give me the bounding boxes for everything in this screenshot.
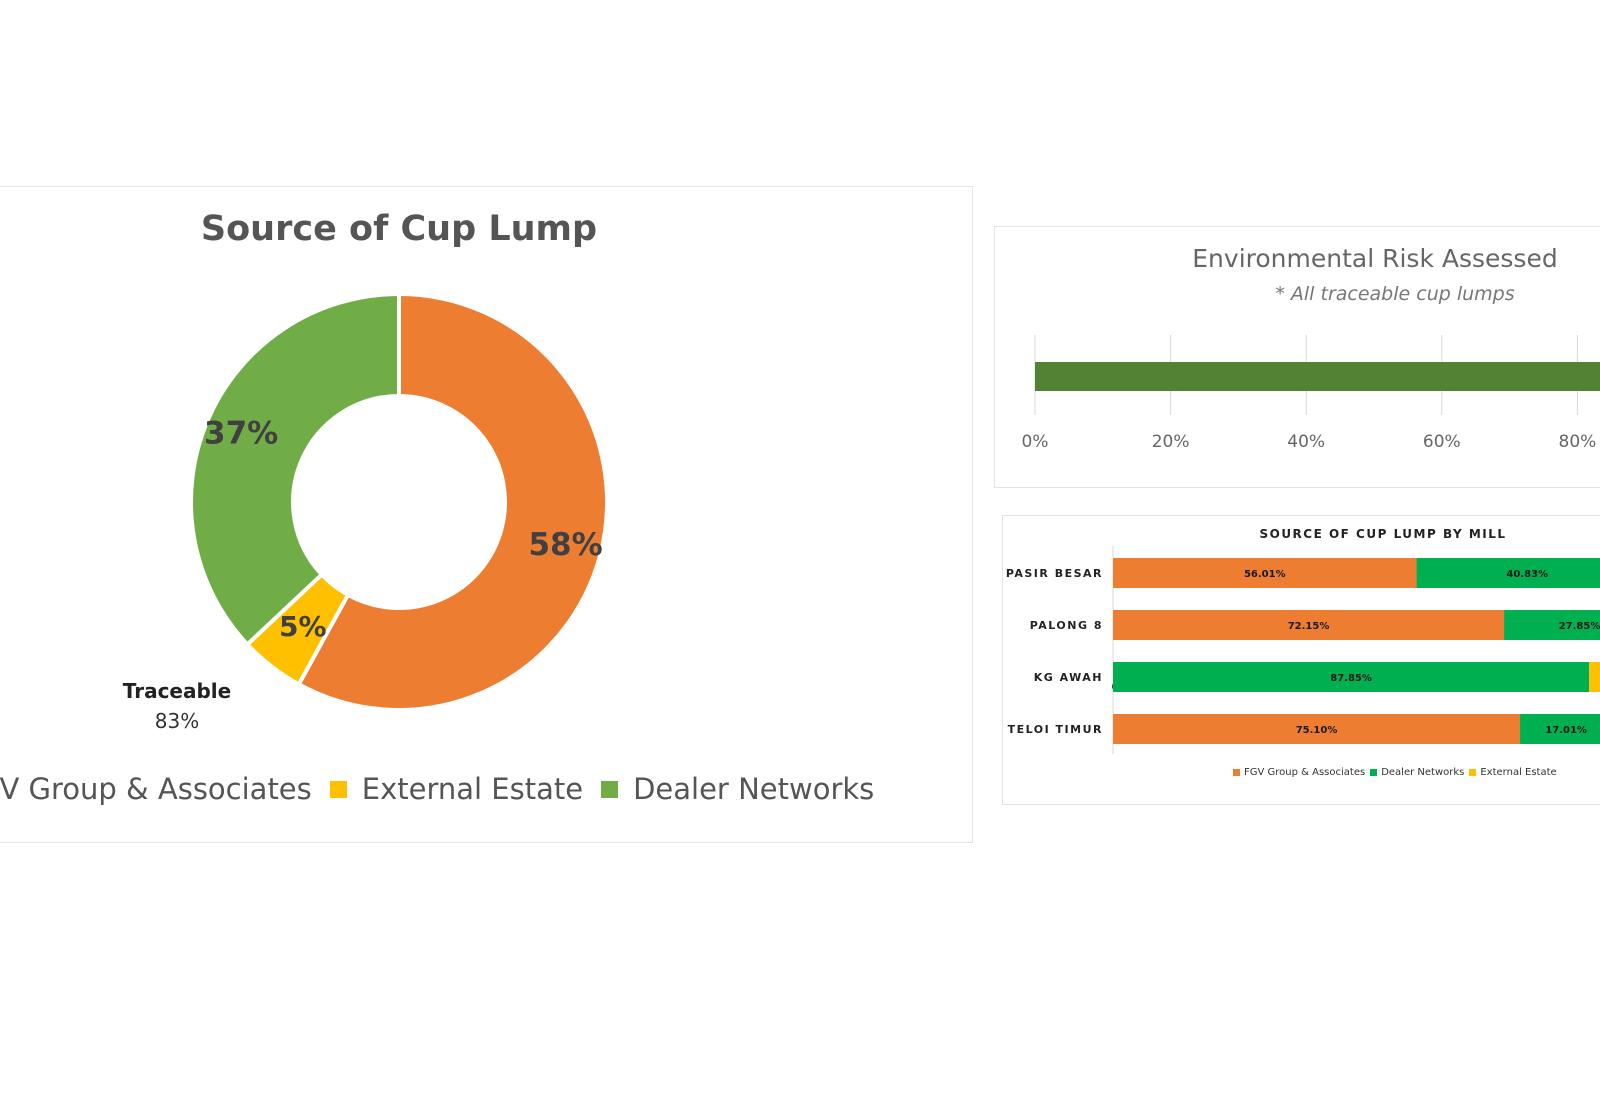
donut-chart-title: Source of Cup Lump bbox=[200, 209, 598, 249]
mill-legend-swatch-fgv bbox=[1233, 769, 1240, 776]
mill-bar-segment-external bbox=[1589, 662, 1600, 692]
mill-data-label-dealer: 17.01% bbox=[1545, 725, 1587, 736]
risk-chart-panel: Environmental Risk Assessed * All tracea… bbox=[994, 226, 1600, 488]
donut-slice-dealer-networks bbox=[189, 291, 401, 648]
donut-chart-panel: Source of Cup Lump 58% 5% 37% Traceable 83… bbox=[0, 186, 973, 843]
mill-bar-segment-fgv bbox=[1113, 714, 1521, 744]
risk-chart-subtitle: * All traceable cup lumps bbox=[1275, 283, 1515, 305]
donut-label-external-estate: 5% bbox=[279, 610, 327, 643]
mill-legend-item-dealer: Dealer Networks bbox=[1370, 767, 1464, 778]
donut-label-fgv: 58% bbox=[528, 527, 602, 563]
mill-data-label-fgv: 75.10% bbox=[1296, 725, 1338, 736]
mill-data-label-dealer: 87.85% bbox=[1330, 673, 1372, 684]
mill-chart-panel: SOURCE OF CUP LUMP BY MILL PASIR BESAR 56… bbox=[1002, 515, 1600, 805]
donut-chart: 58% 5% 37% bbox=[189, 291, 609, 712]
traceable-label: Traceable bbox=[122, 679, 232, 703]
traceable-value: 83% bbox=[154, 709, 200, 733]
risk-tick-label: 40% bbox=[1287, 432, 1325, 452]
risk-bar bbox=[1035, 362, 1600, 391]
mill-legend: FGV Group & Associates Dealer Networks E… bbox=[1233, 767, 1562, 778]
mill-bar-segment-dealer bbox=[1113, 662, 1590, 692]
mill-data-label-dealer: 40.83% bbox=[1506, 569, 1548, 580]
mill-legend-item-external: External Estate bbox=[1469, 767, 1557, 778]
mill-bar-segment-fgv bbox=[1113, 558, 1417, 588]
mill-legend-label-dealer: Dealer Networks bbox=[1381, 767, 1465, 778]
mill-legend-swatch-external bbox=[1469, 769, 1477, 776]
mill-bar-segment-dealer bbox=[1416, 558, 1600, 588]
mill-legend-swatch-dealer bbox=[1370, 769, 1378, 776]
legend-item-fgv: GV Group & Associates bbox=[0, 772, 312, 806]
mill-bar-segment-dealer bbox=[1504, 610, 1600, 640]
mill-data-label-fgv: 56.01% bbox=[1244, 569, 1286, 580]
mill-bar-segment-dealer bbox=[1520, 714, 1600, 744]
legend-swatch-dealer-networks bbox=[601, 780, 619, 798]
risk-tick-label: 80% bbox=[1559, 432, 1597, 452]
risk-chart-title: Environmental Risk Assessed bbox=[1192, 244, 1558, 273]
mill-legend-item-fgv: FGV Group & Associates bbox=[1233, 767, 1365, 778]
mill-category-label: PALONG 8 bbox=[1030, 619, 1103, 632]
mill-data-label-dealer: 27.85% bbox=[1559, 621, 1600, 632]
donut-slice-fgv bbox=[296, 291, 609, 712]
mill-bar-segment-fgv bbox=[1113, 610, 1505, 640]
risk-tick-label: 20% bbox=[1152, 432, 1190, 452]
mill-category-label: PASIR BESAR bbox=[1006, 567, 1103, 580]
legend-label-fgv: GV Group & Associates bbox=[0, 772, 312, 806]
legend-label-external-estate: External Estate bbox=[361, 772, 584, 806]
mill-chart-title: SOURCE OF CUP LUMP BY MILL bbox=[1259, 527, 1507, 541]
legend-label-dealer-networks: Dealer Networks bbox=[633, 772, 875, 806]
mill-data-label-fgv: 72.15% bbox=[1288, 621, 1330, 632]
donut-legend: GV Group & Associates External Estate De… bbox=[0, 772, 892, 806]
mill-category-label: KG AWAH bbox=[1034, 671, 1103, 684]
mill-stacked-bar-chart: PASIR BESAR 56.01% 40.83% PALONG 8 72.15% 27.… bbox=[1006, 546, 1600, 754]
legend-item-external-estate: External Estate bbox=[329, 772, 584, 806]
legend-swatch-external-estate bbox=[329, 780, 347, 798]
risk-tick-label: 60% bbox=[1423, 432, 1461, 452]
donut-label-dealer-networks: 37% bbox=[204, 416, 278, 452]
mill-legend-label-fgv: FGV Group & Associates bbox=[1244, 767, 1366, 778]
risk-bar-chart: 0% 20% 40% 60% 80% bbox=[1022, 335, 1600, 452]
mill-category-label: TELOI TIMUR bbox=[1008, 723, 1103, 736]
risk-tick-label: 0% bbox=[1022, 432, 1049, 452]
legend-item-dealer-networks: Dealer Networks bbox=[601, 772, 874, 806]
mill-legend-label-external: External Estate bbox=[1480, 767, 1557, 778]
